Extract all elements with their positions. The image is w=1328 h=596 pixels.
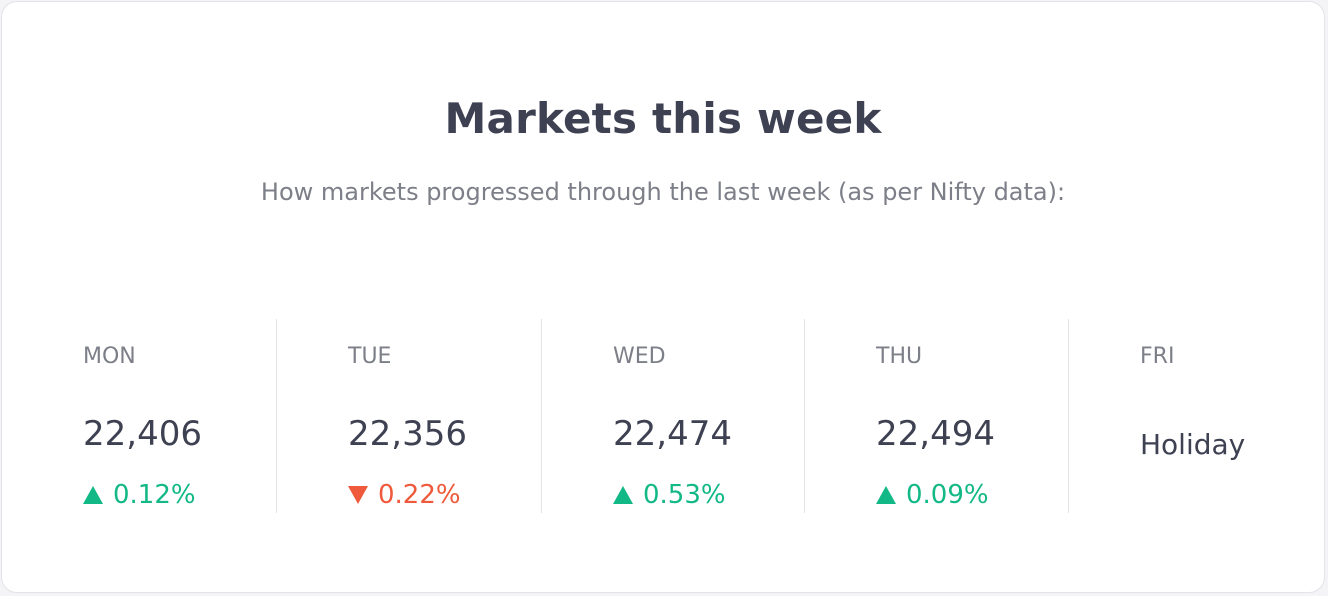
column-divider	[804, 319, 805, 513]
day-label: THU	[876, 344, 923, 369]
day-change: 0.12%	[83, 480, 196, 510]
day-label: FRI	[1140, 344, 1175, 369]
arrow-up-icon	[876, 486, 896, 504]
day-index-value: 22,356	[348, 414, 467, 454]
day-change: 0.22%	[348, 480, 461, 510]
day-change: 0.53%	[613, 480, 726, 510]
day-change-percent: 0.09%	[906, 480, 989, 510]
arrow-up-icon	[613, 486, 633, 504]
day-label: TUE	[348, 344, 392, 369]
day-index-value: 22,474	[613, 414, 732, 454]
day-index-value: 22,406	[83, 414, 202, 454]
column-divider	[541, 319, 542, 513]
day-label: WED	[613, 344, 666, 369]
day-status: Holiday	[1140, 428, 1246, 461]
day-label: MON	[83, 344, 136, 369]
arrow-down-icon	[348, 486, 368, 504]
day-change-percent: 0.53%	[643, 480, 726, 510]
day-index-value: 22,494	[876, 414, 995, 454]
day-change-percent: 0.12%	[113, 480, 196, 510]
day-change: 0.09%	[876, 480, 989, 510]
column-divider	[276, 319, 277, 513]
page-subtitle: How markets progressed through the last …	[260, 178, 1066, 206]
day-change-percent: 0.22%	[378, 480, 461, 510]
column-divider	[1068, 319, 1069, 513]
page-title: Markets this week	[444, 94, 882, 143]
arrow-up-icon	[83, 486, 103, 504]
